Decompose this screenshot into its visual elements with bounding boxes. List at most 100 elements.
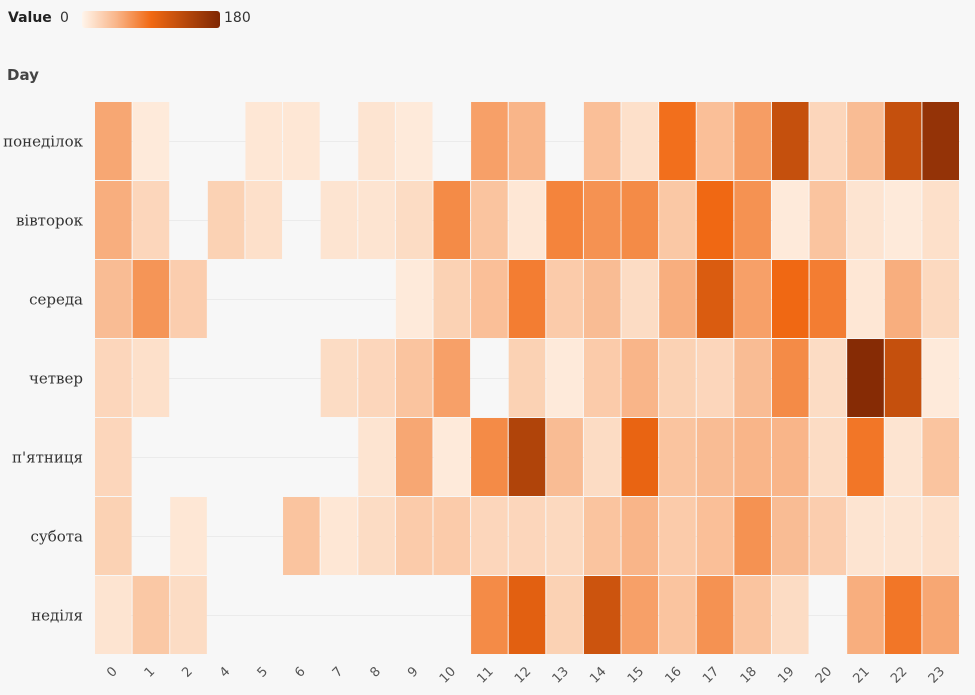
x-tick-label: 23: [926, 664, 948, 686]
heatmap-cell: [583, 497, 621, 575]
heatmap-cell: [583, 339, 621, 417]
legend-color-bar: [82, 11, 220, 28]
heatmap-cell: [659, 102, 696, 180]
heatmap-cell: [320, 339, 358, 417]
heatmap-cell: [546, 418, 583, 496]
heatmap-cell: [95, 339, 132, 417]
heatmap-cell: [132, 181, 170, 259]
y-tick-label: середа: [29, 291, 83, 309]
x-tick-label: 0: [104, 664, 120, 680]
y-tick-label: субота: [30, 528, 83, 546]
heatmap-cell: [696, 576, 734, 654]
heatmap-cell: [734, 576, 771, 654]
heatmap-cell: [696, 181, 734, 259]
heatmap-cell: [583, 418, 621, 496]
x-tick-label: 15: [625, 664, 647, 686]
heatmap-cell: [132, 576, 170, 654]
heatmap-cell: [546, 260, 583, 338]
heatmap-cell: [621, 339, 659, 417]
heatmap-cell: [884, 260, 922, 338]
x-tick-label: 7: [330, 664, 346, 680]
heatmap-cell: [771, 497, 809, 575]
heatmap-cell: [508, 576, 546, 654]
y-tick-label: п'ятниця: [12, 449, 83, 467]
heatmap-cell: [95, 102, 132, 180]
heatmap-cell: [433, 339, 471, 417]
heatmap-cell: [659, 576, 696, 654]
heatmap-cell: [170, 576, 207, 654]
heatmap-cell: [95, 260, 132, 338]
heatmap-cell: [884, 418, 922, 496]
heatmap-cell: [696, 497, 734, 575]
heatmap-cell: [696, 418, 734, 496]
x-tick-label: 9: [405, 664, 421, 680]
heatmap-cell: [922, 497, 959, 575]
heatmap-cell: [546, 339, 583, 417]
heatmap-cell: [546, 576, 583, 654]
heatmap-cell: [471, 260, 508, 338]
heatmap-cell: [207, 181, 245, 259]
heatmap-cell: [245, 102, 283, 180]
legend-title: Value: [8, 10, 52, 26]
heatmap-cell: [922, 418, 959, 496]
heatmap-cell: [809, 102, 847, 180]
heatmap-cell: [734, 260, 771, 338]
heatmap-cell: [809, 497, 847, 575]
heatmap-cell: [283, 102, 320, 180]
x-tick-label: 18: [738, 664, 760, 686]
heatmap-cell: [621, 418, 659, 496]
heatmap-cell: [395, 260, 433, 338]
heatmap-cell: [132, 260, 170, 338]
heatmap-cell: [734, 418, 771, 496]
heatmap-cell: [583, 102, 621, 180]
heatmap-cell: [809, 418, 847, 496]
heatmap-cell: [170, 260, 207, 338]
heatmap-cell: [583, 181, 621, 259]
heatmap-cell: [884, 102, 922, 180]
heatmap-cell: [696, 260, 734, 338]
heatmap-cell: [734, 181, 771, 259]
heatmap-cell: [922, 339, 959, 417]
heatmap-cell: [283, 497, 320, 575]
heatmap-cell: [95, 418, 132, 496]
heatmap-cell: [95, 497, 132, 575]
heatmap-cell: [659, 339, 696, 417]
heatmap-cell: [170, 497, 207, 575]
heatmap-cell: [734, 339, 771, 417]
heatmap-cell: [546, 181, 583, 259]
heatmap-cell: [847, 339, 884, 417]
heatmap-cell: [508, 181, 546, 259]
y-tick-label: неділя: [31, 607, 83, 625]
y-axis-title: Day: [7, 66, 39, 84]
x-tick-label: 10: [437, 664, 459, 686]
x-tick-label: 14: [587, 664, 609, 686]
x-tick-label: 11: [474, 664, 496, 686]
heatmap-cell: [659, 497, 696, 575]
heatmap-cells: [95, 102, 959, 654]
heatmap-cell: [471, 418, 508, 496]
heatmap-cell: [433, 497, 471, 575]
heatmap-cell: [95, 181, 132, 259]
heatmap-cell: [696, 102, 734, 180]
heatmap-cell: [471, 102, 508, 180]
heatmap-cell: [659, 181, 696, 259]
heatmap-cell: [771, 102, 809, 180]
x-tick-label: 17: [700, 664, 722, 686]
heatmap-cell: [433, 418, 471, 496]
heatmap-cell: [433, 181, 471, 259]
heatmap-cell: [659, 418, 696, 496]
heatmap-cell: [132, 102, 170, 180]
x-tick-label: 19: [775, 664, 797, 686]
legend-min-label: 0: [60, 10, 69, 26]
x-tick-label: 2: [179, 664, 195, 680]
heatmap-cell: [508, 102, 546, 180]
heatmap-cell: [884, 181, 922, 259]
heatmap-cell: [809, 260, 847, 338]
heatmap-cell: [583, 576, 621, 654]
heatmap-cell: [734, 497, 771, 575]
heatmap-cell: [809, 339, 847, 417]
heatmap-cell: [771, 181, 809, 259]
y-tick-label: вівторок: [16, 212, 84, 230]
legend-max-label: 180: [224, 10, 251, 26]
